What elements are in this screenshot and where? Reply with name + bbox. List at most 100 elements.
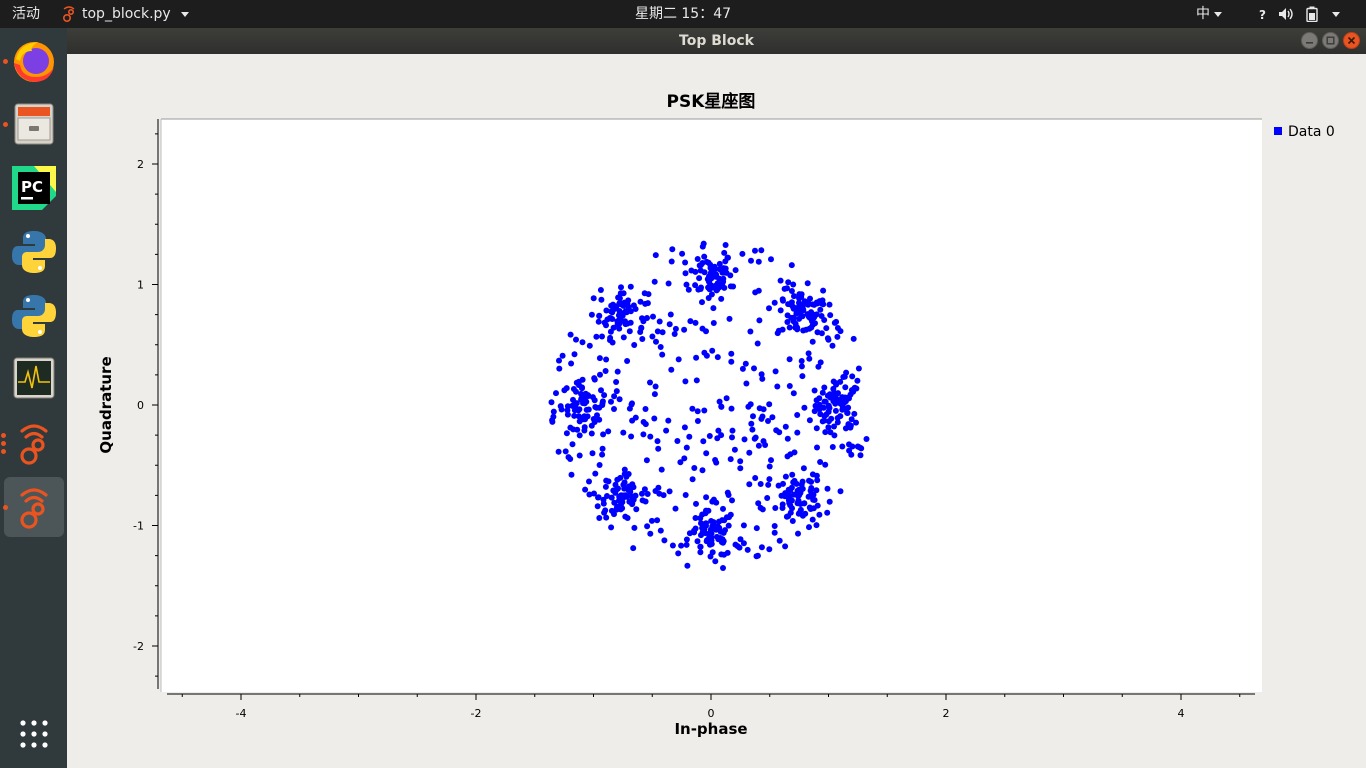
data-point — [692, 525, 699, 532]
data-point — [751, 435, 758, 442]
plot-canvas[interactable] — [161, 119, 1262, 692]
data-point — [578, 390, 584, 397]
data-point — [795, 530, 801, 537]
data-point — [644, 491, 651, 497]
data-point — [824, 509, 831, 516]
close-button[interactable] — [1343, 32, 1360, 49]
data-point — [822, 429, 829, 436]
data-point — [681, 455, 688, 462]
data-point — [799, 373, 806, 380]
data-point — [557, 403, 564, 410]
data-point — [683, 281, 690, 288]
data-point — [571, 407, 578, 414]
app-menu[interactable]: top_block.py — [62, 0, 189, 28]
data-point — [776, 537, 783, 544]
data-point — [614, 318, 621, 325]
data-point — [834, 333, 841, 340]
maximize-button[interactable] — [1322, 32, 1339, 49]
data-point — [637, 298, 644, 305]
help-icon[interactable]: ? — [1258, 7, 1268, 21]
data-point — [758, 415, 765, 422]
dock-pycharm[interactable]: PC — [4, 158, 64, 218]
dock-files[interactable] — [3, 94, 64, 154]
data-point — [746, 449, 753, 456]
data-point — [825, 402, 832, 409]
data-point — [630, 302, 637, 309]
data-point — [699, 299, 705, 306]
data-point — [600, 500, 607, 507]
dock-python[interactable] — [4, 286, 64, 346]
data-point — [739, 365, 746, 372]
data-point — [821, 384, 828, 391]
data-point — [643, 457, 650, 464]
running-indicator — [3, 59, 8, 64]
data-point — [685, 286, 692, 293]
data-point — [857, 452, 864, 459]
data-point — [825, 408, 832, 415]
data-point — [616, 308, 623, 314]
x-axis-title: In-phase — [674, 720, 747, 738]
data-point — [816, 298, 823, 305]
y-tick-label: -1 — [133, 520, 144, 533]
system-monitor-icon — [13, 357, 55, 399]
input-method-menu[interactable]: 中 — [1196, 0, 1222, 28]
dock-python[interactable] — [4, 222, 64, 282]
legend[interactable]: Data 0 — [1274, 124, 1335, 140]
data-point — [772, 505, 779, 511]
chevron-down-icon[interactable] — [1332, 11, 1340, 17]
data-point — [692, 515, 699, 521]
dock-firefox[interactable] — [3, 31, 64, 91]
clock[interactable]: 星期二 15：47 — [634, 6, 732, 22]
data-point — [790, 390, 797, 397]
dock-system-monitor[interactable] — [4, 348, 64, 408]
data-point — [589, 450, 596, 457]
data-point — [620, 429, 627, 436]
data-point — [601, 392, 608, 399]
data-point — [617, 290, 624, 297]
constellation-plot[interactable]: PSK星座图 -2 -1 0 1 2 -4 -2 0 2 4 In-phase Quadratu… — [67, 54, 1366, 768]
volume-icon[interactable] — [1278, 7, 1296, 21]
firefox-icon — [14, 42, 54, 82]
data-point — [608, 302, 615, 309]
data-point — [798, 363, 805, 370]
data-point — [567, 331, 574, 338]
activities-button[interactable]: 活动 — [12, 6, 40, 22]
data-point — [742, 360, 749, 367]
data-point — [721, 551, 727, 558]
data-point — [639, 336, 646, 342]
x-axis: -4 -2 0 2 4 — [167, 693, 1255, 720]
data-point — [597, 371, 603, 378]
data-point — [839, 443, 846, 450]
data-point — [760, 406, 767, 413]
battery-icon[interactable] — [1306, 6, 1318, 22]
data-point — [693, 354, 700, 361]
data-point — [611, 499, 618, 506]
minimize-button[interactable] — [1301, 32, 1318, 49]
data-point — [728, 350, 735, 357]
data-point — [791, 293, 797, 300]
system-tray[interactable]: ? — [1258, 0, 1340, 28]
window-titlebar[interactable]: Top Block — [67, 28, 1366, 54]
data-point — [704, 537, 710, 544]
data-point — [806, 477, 812, 484]
data-point — [689, 405, 696, 412]
data-point — [709, 264, 716, 271]
data-point — [714, 280, 721, 287]
data-point — [768, 457, 774, 464]
dock-gnuradio-active[interactable] — [3, 477, 64, 537]
data-point — [826, 301, 833, 308]
y-tick-label: 0 — [137, 399, 144, 412]
data-point — [649, 333, 656, 340]
data-point — [629, 417, 636, 424]
data-point — [716, 260, 723, 267]
show-applications-button[interactable] — [4, 704, 64, 764]
running-indicator — [1, 449, 6, 454]
python-icon — [12, 231, 56, 273]
data-point — [827, 429, 834, 436]
data-point — [853, 419, 859, 426]
data-point — [748, 257, 754, 264]
data-point — [790, 281, 797, 288]
dock-gnuradio[interactable] — [1, 413, 64, 473]
data-point — [708, 282, 715, 289]
input-method-label: 中 — [1196, 6, 1210, 22]
